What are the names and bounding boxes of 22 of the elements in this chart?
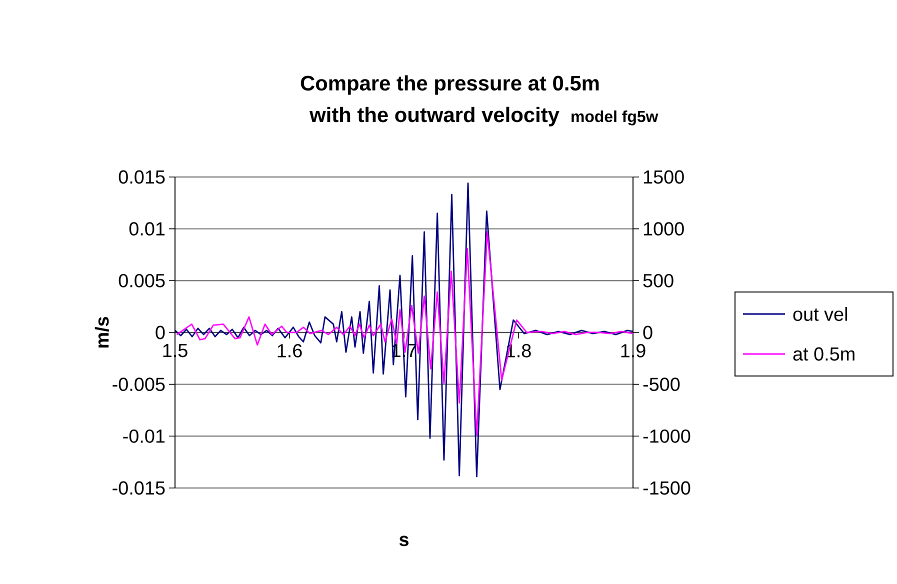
x-axis-title: s (399, 536, 408, 546)
x-tick-label: 1.6 (278, 344, 302, 358)
legend-label: at 0.5m (793, 347, 854, 361)
y2-tick-label: 1500 (644, 170, 684, 184)
y-axis-title: m/s (94, 316, 109, 348)
y2-tick-label: 0 (643, 326, 652, 340)
y-tick-label: 0 (156, 326, 165, 340)
text: model fg5w (572, 110, 658, 126)
y-tick-label: -0.015 (112, 481, 165, 495)
y-tick-label: 0.01 (129, 222, 165, 236)
y-tick-label: 0.005 (118, 274, 165, 288)
y2-tick-label: 500 (643, 274, 674, 288)
y-tick-label: -0.01 (123, 429, 165, 443)
y2-tick-label: -1000 (643, 429, 690, 443)
y2-tick-label: 1000 (644, 222, 684, 236)
y-tick-label: 0.015 (118, 170, 165, 184)
y2-tick-label: -500 (643, 378, 680, 392)
chart-subtitle: with the outward velocity (309, 106, 560, 126)
y2-tick-label: -1500 (643, 481, 690, 495)
legend-label: out vel (793, 307, 848, 321)
chart-title: Compare the pressure at 0.5m (300, 75, 599, 95)
y-tick-label: -0.005 (112, 378, 165, 392)
